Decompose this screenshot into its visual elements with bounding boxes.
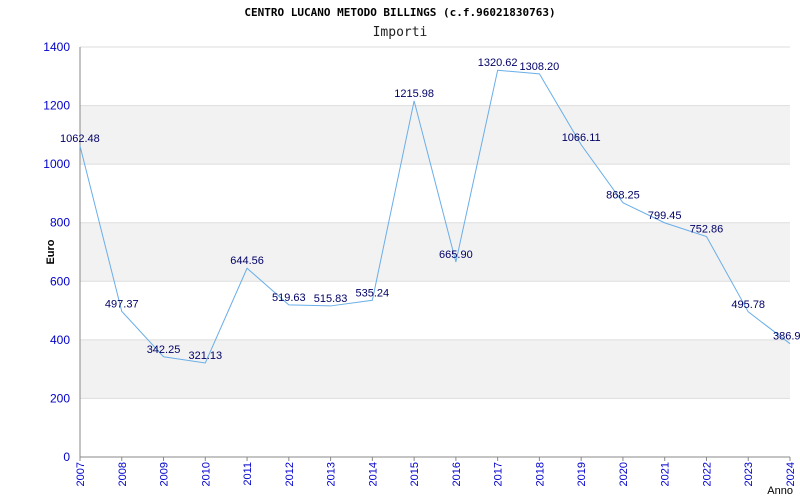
x-tick-label: 2008: [117, 462, 129, 486]
x-axis-label: Anno: [767, 485, 793, 497]
x-tick-label: 2012: [284, 462, 296, 486]
x-tick-label: 2022: [701, 462, 713, 486]
x-tick-label: 2013: [326, 462, 338, 486]
x-tick-label: 2015: [409, 462, 421, 486]
data-label: 535.24: [356, 287, 390, 299]
series-line: [79, 69, 791, 364]
data-label: 519.63: [272, 292, 306, 304]
y-tick-label: 1000: [43, 157, 70, 171]
chart-title: CENTRO LUCANO METODO BILLINGS (c.f.96021…: [244, 6, 556, 19]
y-axis-label: Euro: [45, 239, 57, 264]
x-tick-label: 2009: [159, 462, 171, 486]
data-label: 1215.98: [394, 88, 434, 100]
x-tick-label: 2016: [451, 462, 463, 486]
y-tick-label: 1400: [43, 40, 70, 54]
x-tick-label: 2007: [75, 462, 87, 486]
data-label: 1062.48: [60, 133, 100, 145]
x-tick-label: 2011: [242, 462, 254, 486]
x-tick-label: 2014: [367, 462, 379, 486]
data-label: 665.90: [439, 249, 473, 261]
x-tick-label: 2023: [743, 462, 755, 486]
data-label: 497.37: [105, 298, 139, 310]
x-tick-label: 2010: [200, 462, 212, 486]
grid-band: [80, 339, 790, 399]
chart-subtitle: Importi: [372, 25, 428, 40]
data-label: 644.56: [230, 255, 264, 267]
y-tick-label: 0: [63, 450, 70, 464]
y-tick-label: 400: [50, 333, 70, 347]
y-tick-label: 200: [50, 391, 70, 405]
x-tick-label: 2017: [493, 462, 505, 486]
data-label: 495.78: [731, 299, 765, 311]
x-tick-label: 2024: [785, 462, 797, 486]
y-tick-label: 1200: [43, 99, 70, 113]
x-tick-label: 2021: [660, 462, 672, 486]
data-label: 1066.11: [562, 132, 601, 144]
data-label: 386.9: [773, 331, 800, 343]
y-tick-label: 800: [50, 216, 70, 230]
x-tick-label: 2020: [618, 462, 630, 486]
data-label: 321.13: [188, 350, 222, 362]
data-label: 1308.20: [520, 61, 560, 73]
data-label: 1320.62: [478, 57, 518, 69]
x-tick-label: 2019: [576, 462, 588, 486]
x-tick-label: 2018: [534, 462, 546, 486]
y-tick-label: 600: [50, 274, 70, 288]
grid-band: [80, 222, 790, 282]
data-label: 868.25: [606, 190, 640, 202]
data-label: 799.45: [648, 210, 682, 222]
grid-band: [80, 105, 790, 165]
data-label: 752.86: [690, 224, 724, 236]
data-label: 342.25: [147, 344, 181, 356]
data-label: 515.83: [314, 293, 348, 305]
